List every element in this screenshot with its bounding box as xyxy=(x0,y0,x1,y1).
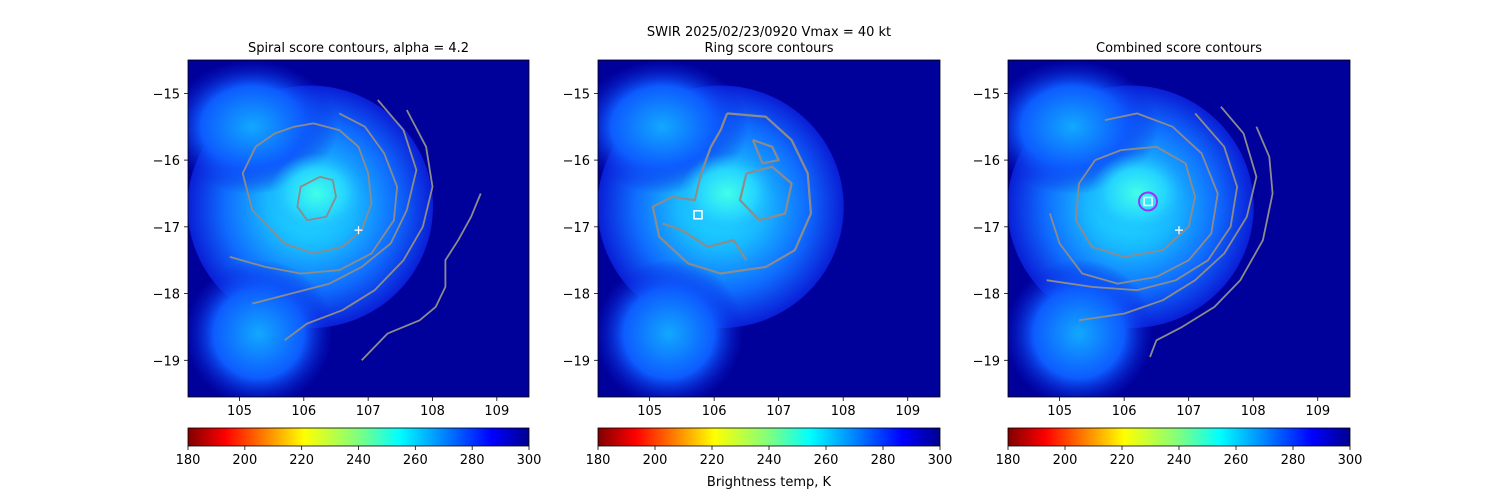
x-tick-label: 106 xyxy=(702,404,727,419)
colorbar-tick-label: 240 xyxy=(757,453,782,468)
combined-center-circle-marker xyxy=(1138,191,1159,212)
panel-2: Ring score contours 105 106 107 108 109 −15 −16… xyxy=(563,41,953,468)
x-tick-label: 105 xyxy=(227,404,252,419)
y-tick-label: −16 xyxy=(563,154,590,169)
colorbar-tick-label: 180 xyxy=(996,453,1021,468)
x-tick-label: 109 xyxy=(895,404,920,419)
y-tick-label: −17 xyxy=(153,221,180,236)
colorbar-tick-label: 200 xyxy=(232,453,257,468)
colorbar-tick-label: 300 xyxy=(517,453,542,468)
contour-line-4 xyxy=(751,139,780,165)
y-tick-label: −18 xyxy=(973,288,1000,303)
y-tick-label: −17 xyxy=(563,221,590,236)
y-tick-label: −18 xyxy=(563,288,590,303)
contour-line-1 xyxy=(1074,145,1196,258)
colorbar-tick-label: 200 xyxy=(1053,453,1078,468)
contour-line-5 xyxy=(283,109,434,342)
panel-title: Combined score contours xyxy=(1096,41,1262,56)
brightness-field xyxy=(1008,60,1350,397)
x-tick-label: 105 xyxy=(637,404,662,419)
colorbar-tick-label: 260 xyxy=(814,453,839,468)
figure-suptitle: SWIR 2025/02/23/0920 Vmax = 40 kt xyxy=(647,25,891,40)
panel-3: Combined score contours 105 106 107 108 109 −1… xyxy=(973,41,1363,468)
x-tick-label: 106 xyxy=(291,404,316,419)
y-tick-label: −15 xyxy=(563,87,590,102)
colorbar: 180 200 220 240 260 280 300 xyxy=(176,427,542,468)
y-tick-label: −19 xyxy=(153,354,180,369)
y-tick-label: −16 xyxy=(153,154,180,169)
axes-frame xyxy=(1007,59,1351,398)
x-tick-label: 109 xyxy=(484,404,509,419)
center-cross-marker xyxy=(1175,226,1183,235)
axes-frame xyxy=(187,59,530,398)
colorbar-tick-label: 300 xyxy=(928,453,953,468)
contour-line-3 xyxy=(229,112,398,275)
ring-center-square-marker xyxy=(1143,196,1153,207)
contour-line-2 xyxy=(241,122,373,255)
colorbar: 180 200 220 240 260 280 300 xyxy=(996,427,1363,468)
x-tick-label: 108 xyxy=(831,404,856,419)
y-tick-label: −15 xyxy=(153,87,180,102)
colorbar-tick-label: 280 xyxy=(871,453,896,468)
y-tick-label: −18 xyxy=(153,288,180,303)
center-cross-marker xyxy=(354,226,363,235)
colorbar-tick-label: 220 xyxy=(289,453,314,468)
x-tick-label: 108 xyxy=(420,404,445,419)
axes-frame xyxy=(597,59,941,398)
panel-1: Spiral score contours, alpha = 4.2 105 106… xyxy=(153,41,542,468)
x-tick-label: 105 xyxy=(1047,404,1072,419)
x-tick-label: 107 xyxy=(356,404,381,419)
y-tick-label: −19 xyxy=(973,354,1000,369)
colorbar-tick-label: 180 xyxy=(176,453,201,468)
ring-center-square-marker xyxy=(693,210,703,220)
y-tick-label: −19 xyxy=(563,354,590,369)
colorbar-tick-label: 260 xyxy=(403,453,428,468)
colorbar-tick-label: 220 xyxy=(1110,453,1135,468)
contour-line-6 xyxy=(361,193,482,361)
x-tick-label: 107 xyxy=(766,404,791,419)
colorbar: 180 200 220 240 260 280 300 xyxy=(586,427,953,468)
x-tick-label: 109 xyxy=(1305,404,1330,419)
contour-lines xyxy=(229,99,482,361)
colorbar-tick-label: 200 xyxy=(643,453,668,468)
contour-lines xyxy=(651,112,812,275)
contour-line-1 xyxy=(651,112,812,275)
y-tick-label: −15 xyxy=(973,87,1000,102)
colorbar-tick-label: 220 xyxy=(700,453,725,468)
panel-title: Ring score contours xyxy=(704,41,833,56)
colorbar-tick-label: 180 xyxy=(586,453,611,468)
brightness-field xyxy=(188,60,529,397)
contour-line-3 xyxy=(662,222,748,261)
contour-line-4 xyxy=(252,99,418,305)
contour-line-2 xyxy=(1049,112,1219,285)
contour-line-1 xyxy=(296,175,337,222)
colorbar-tick-label: 280 xyxy=(1281,453,1306,468)
x-tick-label: 106 xyxy=(1112,404,1137,419)
colorbar-tick-label: 300 xyxy=(1338,453,1363,468)
panel-title: Spiral score contours, alpha = 4.2 xyxy=(248,41,469,56)
y-tick-label: −16 xyxy=(973,154,1000,169)
colorbar-label: Brightness temp, K xyxy=(707,475,832,490)
colorbar-tick-label: 240 xyxy=(346,453,371,468)
x-tick-label: 107 xyxy=(1176,404,1201,419)
x-tick-label: 108 xyxy=(1241,404,1266,419)
colorbar-tick-label: 240 xyxy=(1167,453,1192,468)
contour-line-3 xyxy=(1046,112,1238,292)
contour-line-2 xyxy=(738,165,793,222)
contour-line-5 xyxy=(1149,126,1274,358)
colorbar-tick-label: 280 xyxy=(460,453,485,468)
contour-lines xyxy=(1046,106,1274,358)
contour-line-4 xyxy=(1078,106,1258,322)
colorbar-tick-label: 260 xyxy=(1224,453,1249,468)
y-tick-label: −17 xyxy=(973,221,1000,236)
